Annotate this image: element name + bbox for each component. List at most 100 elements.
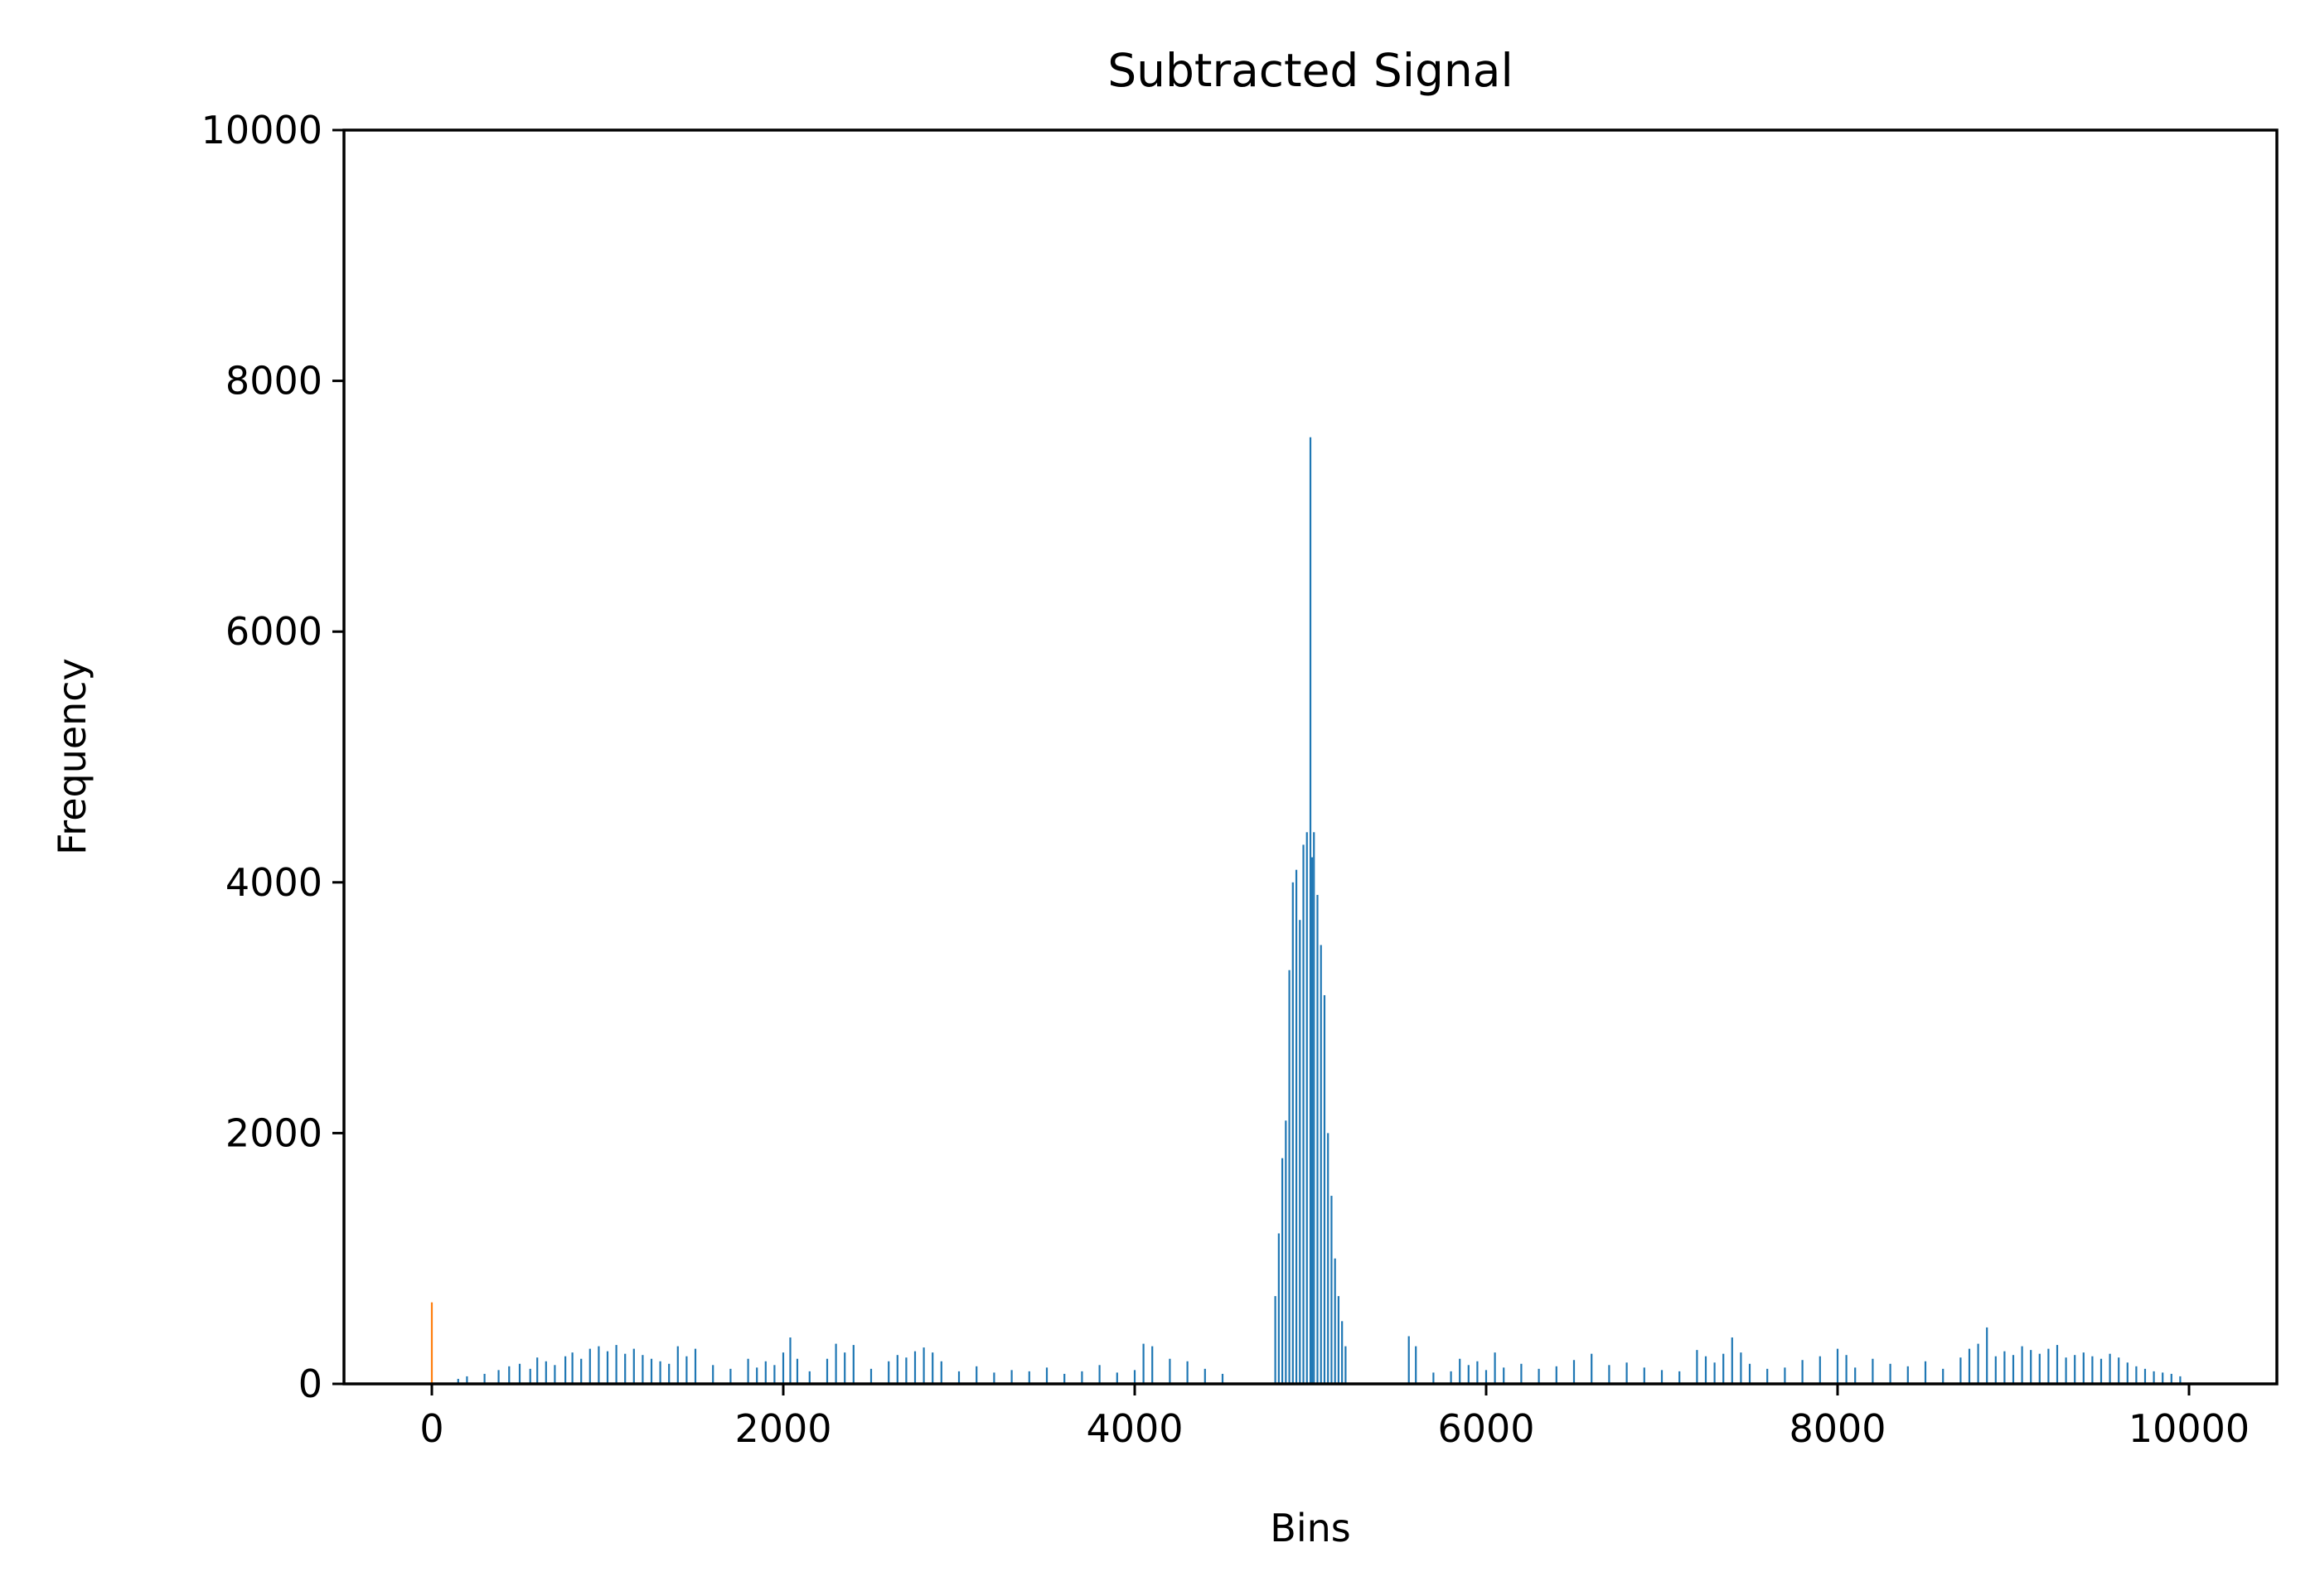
bar-s0-26	[712, 1365, 714, 1384]
bar-s0-10	[564, 1356, 567, 1384]
bar-s0-9	[554, 1365, 556, 1384]
bar-s0-85	[1341, 1321, 1344, 1384]
bar-s0-44	[913, 1351, 917, 1384]
bar-s0-33	[789, 1337, 792, 1384]
y-tick-label-5: 10000	[201, 108, 322, 152]
bar-s0-6	[529, 1368, 531, 1384]
bar-s0-17	[624, 1353, 627, 1384]
bar-s0-126	[1959, 1357, 1962, 1384]
x-axis: 0 2000 4000 6000 8000 10000	[419, 1384, 2250, 1451]
x-tick-label-0: 0	[419, 1406, 443, 1451]
bar-s0-151	[2179, 1376, 2182, 1384]
bar-s0-90	[1450, 1371, 1452, 1384]
bar-s0-21	[659, 1361, 661, 1384]
bar-s0-145	[2126, 1362, 2129, 1384]
bar-s0-95	[1494, 1352, 1496, 1384]
bar-s0-36	[826, 1358, 829, 1384]
bar-s0-80	[1323, 994, 1326, 1384]
bar-s0-108	[1704, 1356, 1707, 1384]
bar-s0-46	[932, 1352, 934, 1384]
bar-s0-53	[1045, 1367, 1049, 1384]
bar-s0-29	[756, 1367, 758, 1384]
bar-s0-132	[2012, 1355, 2015, 1384]
bar-s0-107	[1696, 1350, 1698, 1384]
bar-s0-55	[1081, 1371, 1083, 1384]
bar-s0-114	[1766, 1368, 1769, 1384]
bar-s0-20	[650, 1358, 653, 1384]
bar-s0-65	[1274, 1296, 1276, 1384]
bar-s0-96	[1503, 1367, 1505, 1384]
bar-s0-14	[598, 1346, 600, 1384]
bar-s0-104	[1643, 1367, 1645, 1384]
bar-s0-4	[508, 1366, 511, 1384]
bar-s0-133	[2021, 1346, 2023, 1384]
bar-s0-22	[668, 1363, 671, 1384]
bar-s0-99	[1555, 1366, 1557, 1384]
chart-title: Subtracted Signal	[1107, 44, 1513, 97]
bar-s0-35	[808, 1371, 811, 1384]
bar-s0-129	[1986, 1327, 1988, 1384]
y-tick-label-4: 8000	[225, 359, 322, 404]
bar-s0-146	[2135, 1366, 2138, 1384]
x-axis-label: Bins	[1270, 1506, 1350, 1550]
bar-s0-92	[1467, 1365, 1470, 1384]
bar-s0-24	[685, 1356, 688, 1384]
bar-s0-77	[1313, 832, 1315, 1384]
bar-s0-78	[1316, 894, 1319, 1384]
bar-s0-5	[518, 1363, 521, 1384]
bar-s0-75	[1309, 437, 1312, 1385]
bar-s0-18	[632, 1348, 635, 1384]
bar-s0-41	[888, 1361, 890, 1384]
bar-s0-68	[1285, 1120, 1287, 1384]
bar-s0-106	[1678, 1371, 1681, 1384]
bar-s0-121	[1872, 1358, 1874, 1384]
bar-s0-82	[1330, 1196, 1333, 1384]
bar-s0-63	[1204, 1368, 1206, 1384]
bar-s0-124	[1924, 1361, 1927, 1384]
bar-s0-122	[1889, 1363, 1891, 1384]
y-tick-label-2: 4000	[225, 860, 322, 905]
bar-s0-109	[1713, 1362, 1716, 1384]
x-tick-label-2: 4000	[1086, 1406, 1183, 1451]
bar-s1-0	[430, 1302, 433, 1384]
bar-s0-112	[1740, 1352, 1742, 1384]
bar-s0-2	[483, 1373, 486, 1384]
bar-s0-70	[1291, 882, 1294, 1384]
bar-s0-74	[1305, 832, 1308, 1384]
bar-s0-79	[1320, 945, 1322, 1384]
bar-s0-71	[1295, 869, 1298, 1384]
bar-s0-40	[869, 1368, 873, 1384]
bar-s0-103	[1625, 1362, 1628, 1384]
bar-s0-135	[2038, 1353, 2041, 1384]
bar-s0-143	[2109, 1353, 2111, 1384]
bar-s0-49	[976, 1366, 978, 1384]
bar-s0-110	[1722, 1353, 1725, 1384]
x-tick-label-3: 6000	[1437, 1406, 1534, 1451]
bar-s0-117	[1819, 1356, 1821, 1384]
y-axis-label: Frequency	[50, 658, 94, 855]
bar-s0-45	[923, 1347, 925, 1384]
bar-s0-130	[1994, 1356, 1997, 1384]
bar-s0-144	[2118, 1357, 2120, 1384]
bar-s0-137	[2056, 1345, 2059, 1384]
bar-s0-128	[1977, 1343, 1979, 1384]
bar-s0-101	[1591, 1353, 1593, 1384]
bar-s0-28	[747, 1358, 749, 1384]
bar-s0-76	[1311, 857, 1314, 1384]
bar-s0-31	[773, 1365, 776, 1384]
bar-s0-105	[1660, 1370, 1664, 1384]
bar-s0-23	[676, 1346, 679, 1384]
bar-s0-140	[2082, 1352, 2085, 1384]
x-tick-label-4: 8000	[1789, 1406, 1886, 1451]
bar-s0-30	[764, 1361, 767, 1384]
bar-s0-66	[1277, 1233, 1280, 1384]
bar-s0-38	[844, 1352, 846, 1384]
bar-s0-56	[1098, 1365, 1101, 1384]
bar-s0-120	[1854, 1367, 1857, 1384]
bar-s0-86	[1344, 1346, 1347, 1384]
bar-s0-43	[905, 1357, 908, 1384]
bar-s0-149	[2162, 1372, 2164, 1384]
bar-s0-61	[1169, 1358, 1171, 1384]
